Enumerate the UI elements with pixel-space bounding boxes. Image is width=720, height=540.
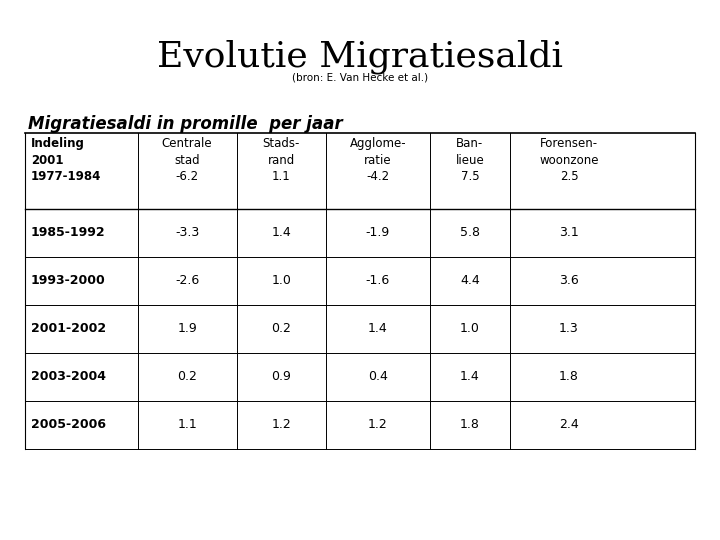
Text: 3.1: 3.1 xyxy=(559,226,579,240)
Text: 1.4: 1.4 xyxy=(368,322,387,335)
Text: 4.4: 4.4 xyxy=(460,274,480,287)
Text: Indeling
2001
1977-1984: Indeling 2001 1977-1984 xyxy=(31,137,102,183)
Text: 0.2: 0.2 xyxy=(271,322,291,335)
Text: 1.8: 1.8 xyxy=(460,418,480,431)
Text: 2.4: 2.4 xyxy=(559,418,579,431)
Text: Agglome-
ratie
-4.2: Agglome- ratie -4.2 xyxy=(349,137,406,183)
Text: 0.4: 0.4 xyxy=(368,370,387,383)
Text: 1.0: 1.0 xyxy=(460,322,480,335)
Text: 1.2: 1.2 xyxy=(368,418,387,431)
Text: 0.2: 0.2 xyxy=(177,370,197,383)
Text: 2001-2002: 2001-2002 xyxy=(31,322,106,335)
Text: 1.8: 1.8 xyxy=(559,370,579,383)
Text: Centrale
stad
-6.2: Centrale stad -6.2 xyxy=(162,137,212,183)
Text: Stads-
rand
1.1: Stads- rand 1.1 xyxy=(263,137,300,183)
Text: 1.1: 1.1 xyxy=(177,418,197,431)
Text: 2003-2004: 2003-2004 xyxy=(31,370,106,383)
Text: Forensen-
woonzone
2.5: Forensen- woonzone 2.5 xyxy=(539,137,599,183)
Text: 1985-1992: 1985-1992 xyxy=(31,226,106,240)
Text: 1.3: 1.3 xyxy=(559,322,579,335)
Text: 1.4: 1.4 xyxy=(460,370,480,383)
Text: 1.0: 1.0 xyxy=(271,274,291,287)
Text: Migratiesaldi in promille  per jaar: Migratiesaldi in promille per jaar xyxy=(28,115,343,133)
Text: Evolutie Migratiesaldi: Evolutie Migratiesaldi xyxy=(157,40,563,75)
Text: -3.3: -3.3 xyxy=(175,226,199,240)
Text: -1.9: -1.9 xyxy=(366,226,390,240)
Text: 3.6: 3.6 xyxy=(559,274,579,287)
Text: Ban-
lieue
7.5: Ban- lieue 7.5 xyxy=(456,137,485,183)
Text: -2.6: -2.6 xyxy=(175,274,199,287)
Text: 2005-2006: 2005-2006 xyxy=(31,418,106,431)
Text: (bron: E. Van Hecke et al.): (bron: E. Van Hecke et al.) xyxy=(292,72,428,82)
Text: 1.9: 1.9 xyxy=(177,322,197,335)
Text: 1.4: 1.4 xyxy=(271,226,291,240)
Text: 0.9: 0.9 xyxy=(271,370,291,383)
Text: 1993-2000: 1993-2000 xyxy=(31,274,106,287)
Text: 5.8: 5.8 xyxy=(460,226,480,240)
Text: -1.6: -1.6 xyxy=(366,274,390,287)
Text: 1.2: 1.2 xyxy=(271,418,291,431)
